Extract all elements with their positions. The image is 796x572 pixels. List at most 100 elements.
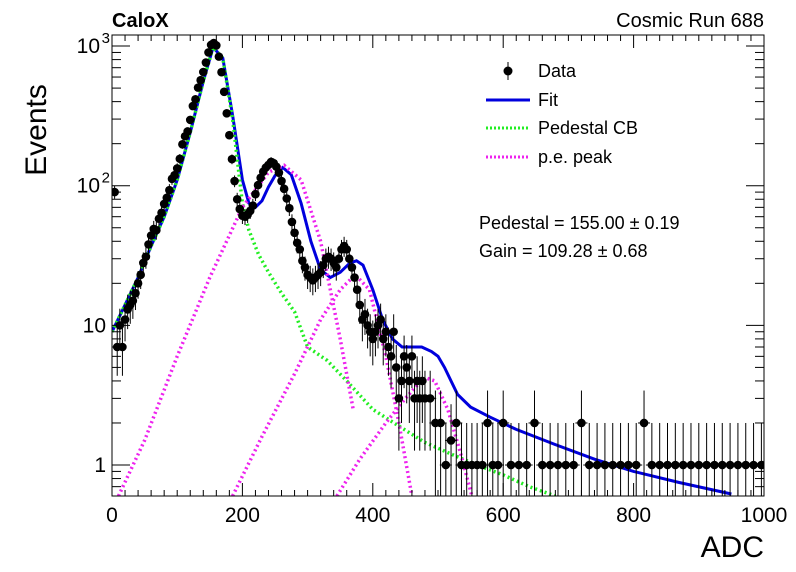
data-point [165,184,174,197]
data-point [512,422,525,496]
data-marker [446,436,456,445]
data-marker [212,41,221,50]
legend-label: p.e. peak [538,147,613,167]
data-point [661,422,674,496]
data-point [567,422,580,496]
y-axis-title: Events [20,84,53,176]
data-marker [639,418,649,428]
data-marker [592,460,602,470]
data-point [214,52,224,61]
data-marker [407,352,417,361]
data-point [434,390,447,496]
data-point [684,422,697,496]
data-marker [702,460,711,470]
data-marker [222,108,232,118]
data-point [204,48,213,57]
data-point [606,422,619,496]
data-marker [183,127,192,136]
data-point [287,214,297,231]
data-point [481,390,494,496]
data-marker [506,460,516,470]
data-point [497,390,510,496]
data-point [724,422,737,496]
data-point [591,422,604,496]
data-marker [152,225,161,235]
header-left-label: CaloX [112,10,169,32]
data-point [196,75,205,85]
data-point [198,67,208,77]
data-point [185,115,195,125]
y-tick-exponent: 3 [102,30,110,47]
legend-data-marker [503,66,513,76]
stat-pedestal: Pedestal = 155.00 ± 0.19 [479,213,680,233]
data-point [212,41,221,50]
data-marker [172,164,182,173]
data-marker [483,418,492,428]
data-point [227,154,237,165]
data-marker [522,460,531,470]
data-point [191,94,200,104]
data-marker [616,460,625,470]
legend-label: Fit [538,90,558,110]
x-tick-label: 600 [486,504,521,527]
data-point [544,422,557,496]
data-marker [279,184,289,194]
data-marker [584,460,594,470]
data-point [172,163,182,174]
stat-gain: Gain = 109.28 ± 0.68 [479,241,648,261]
data-point [219,87,229,97]
data-marker [198,67,208,77]
data-point [188,101,198,111]
y-tick-exponent: 2 [102,170,110,187]
data-point [232,192,242,207]
y-tick-label: 10 [77,175,100,198]
data-point [583,422,596,496]
data-marker [733,460,743,470]
y-tick-label: 1 [94,454,106,477]
data-marker [193,83,203,92]
data-marker [118,342,127,352]
data-marker [185,115,195,125]
data-marker [600,460,610,470]
data-marker [514,460,524,470]
data-point [248,198,258,214]
data-point [407,335,417,389]
data-marker [577,418,586,428]
data-marker [498,418,508,428]
data-marker [219,87,229,97]
plot-layer [112,38,764,496]
data-marker [225,130,234,140]
data-point [598,422,611,496]
data-marker [608,460,618,470]
legend-item-data: Data [503,61,577,81]
data-point [528,390,541,496]
data-marker [655,460,664,470]
data-marker [710,460,719,470]
data-point [118,327,127,376]
data-point [630,422,643,496]
data-point [222,108,232,118]
data-marker [678,460,688,470]
data-marker [671,460,680,470]
data-marker [227,154,237,164]
data-marker [165,185,174,195]
x-tick-label: 1000 [741,504,788,527]
data-marker [204,48,213,57]
data-point [391,344,401,404]
x-tick-label: 800 [616,504,651,527]
data-marker [545,460,555,470]
x-axis-title: ADC [701,531,764,564]
data-point [476,422,489,496]
data-marker [389,327,398,337]
data-marker [196,75,205,85]
data-marker [175,154,185,164]
data-point [575,390,588,496]
data-marker [451,418,461,428]
legend-item-pedestal-cb: Pedestal CB [486,118,638,138]
data-marker [188,101,198,111]
data-marker [191,94,200,104]
data-point [152,222,161,240]
header-right-label: Cosmic Run 688 [616,10,764,32]
data-point [282,192,292,206]
data-marker [201,58,211,67]
